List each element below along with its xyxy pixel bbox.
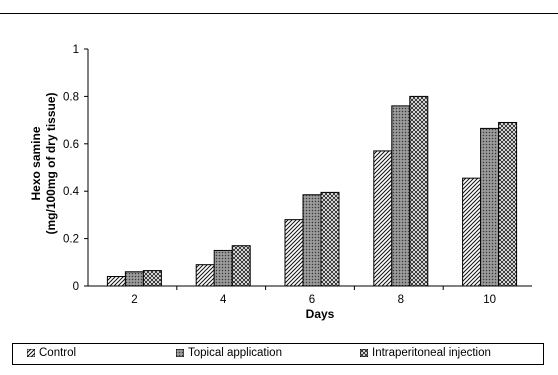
y-axis-ticks: 0 0.2 0.4 0.6 0.8 1: [63, 44, 88, 293]
legend: Control Topical application Intraperiton…: [12, 343, 544, 365]
legend-entry-topical-application: Topical application: [176, 347, 282, 359]
legend-swatch-topical-application: [176, 349, 184, 357]
bar-topical-application-day-10: [480, 127, 500, 287]
bar-topical-application-day-8: [391, 105, 411, 287]
x-tick-label: 4: [220, 294, 227, 306]
bar-intraperitoneal-injection-day-4: [231, 245, 251, 287]
legend-label-intraperitoneal-injection: Intraperitoneal injection: [372, 347, 491, 359]
x-axis-ticks: 2 4 6 8 10: [131, 286, 496, 306]
bar-intraperitoneal-injection-day-10: [498, 121, 518, 287]
y-tick-label: 1: [73, 44, 79, 56]
bar-intraperitoneal-injection-day-8: [409, 95, 429, 287]
bar-chart: 0 0.2 0.4 0.6 0.8 1 2 4 6 8 10 Days Hexo samine (…: [29, 44, 532, 321]
bar-control-day-8: [373, 150, 393, 287]
bar-control-day-4: [195, 264, 215, 287]
y-tick-label: 0.8: [63, 91, 79, 103]
legend-entry-intraperitoneal-injection: Intraperitoneal injection: [360, 347, 491, 359]
legend-swatch-control: [27, 349, 35, 357]
bar-control-day-2: [106, 276, 126, 287]
y-axis-label-line1: Hexo samine: [29, 126, 43, 200]
legend-label-topical-application: Topical application: [188, 347, 282, 359]
bar-intraperitoneal-injection-day-2: [142, 270, 162, 287]
y-tick-label: 0: [73, 281, 79, 293]
bars-group: [106, 95, 518, 287]
y-tick-label: 0.4: [63, 186, 80, 198]
x-tick-label: 8: [398, 294, 404, 306]
bar-control-day-10: [462, 177, 482, 287]
legend-label-control: Control: [39, 347, 77, 359]
legend-entry-control: Control: [27, 347, 76, 359]
bar-topical-application-day-4: [213, 249, 233, 287]
y-tick-label: 0.6: [63, 139, 79, 151]
top-rule: [0, 13, 558, 14]
y-tick-label: 0.2: [63, 234, 79, 246]
legend-swatch-intraperitoneal-injection: [360, 349, 368, 357]
x-tick-label: 6: [309, 294, 315, 306]
y-axis-label-line2: (mg/100mg of dry tissue): [44, 92, 58, 234]
bar-control-day-6: [284, 219, 304, 287]
x-tick-label: 2: [131, 294, 137, 306]
bar-intraperitoneal-injection-day-6: [320, 191, 340, 287]
x-tick-label: 10: [483, 294, 496, 306]
bar-topical-application-day-2: [124, 271, 144, 287]
bar-topical-application-day-6: [302, 194, 322, 287]
x-axis-label: Days: [306, 307, 335, 321]
